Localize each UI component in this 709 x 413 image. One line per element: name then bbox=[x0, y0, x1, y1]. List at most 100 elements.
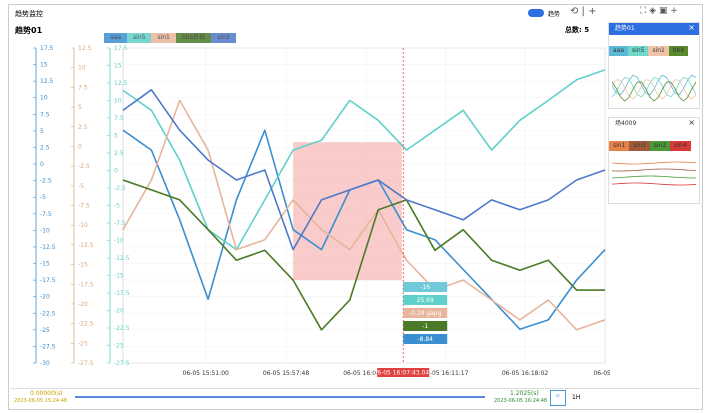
side-card: 场4009 × sin1 sin3 sin2 sin4 bbox=[608, 117, 700, 204]
x-tick-label: 06-05 16:04:36 bbox=[343, 370, 389, 377]
y-tick-label: 7.5 bbox=[40, 111, 50, 118]
legend-item: bbb折线 bbox=[175, 33, 212, 43]
y-tick-label: -20 bbox=[78, 301, 88, 308]
y-tick-label: 0 bbox=[78, 143, 82, 150]
y-tick-label: 12.5 bbox=[78, 45, 92, 52]
panel-icons[interactable]: ⛶ ◈ ▣ + bbox=[640, 6, 678, 16]
legend-item: sin5 bbox=[127, 33, 152, 43]
y-tick-label: 5 bbox=[40, 128, 44, 135]
mini-line bbox=[611, 81, 697, 102]
y-tick-label: -27.5 bbox=[114, 360, 130, 367]
highlight-region bbox=[293, 142, 402, 281]
side-card: 趋势01 × aaa sin5 sin1 bbb bbox=[608, 22, 700, 109]
y-tick-label: -22.5 bbox=[78, 321, 94, 328]
mini-line bbox=[611, 182, 697, 186]
y-tick-label: -10 bbox=[114, 238, 124, 245]
y-tick-label: -17.5 bbox=[78, 281, 94, 288]
tooltip-value: -0.29 gapg bbox=[409, 310, 442, 317]
tooltip-item bbox=[403, 282, 448, 292]
y-tick-label: 12.5 bbox=[40, 78, 54, 85]
y-tick-label: -25 bbox=[40, 327, 50, 334]
tooltip-value: -16 bbox=[420, 284, 430, 291]
chip: sin5 bbox=[628, 46, 649, 56]
start-time: 2023-06-05 15:24:48 bbox=[14, 398, 68, 404]
y-tick-label: -12.5 bbox=[78, 242, 94, 249]
y-tick-label: 2.5 bbox=[78, 124, 88, 131]
mini-chart bbox=[611, 161, 697, 186]
end-value: 1.2025(s) bbox=[510, 390, 539, 397]
y-tick-label: 5 bbox=[78, 104, 82, 111]
mini-line bbox=[611, 76, 697, 98]
tooltip-item bbox=[403, 334, 448, 344]
card-title: 场4009 bbox=[609, 118, 699, 130]
mini-line bbox=[611, 168, 697, 172]
y-tick-label: -5 bbox=[78, 183, 84, 190]
panel-title: 趋势01 bbox=[15, 26, 43, 35]
y-tick-label: 0 bbox=[40, 161, 44, 168]
range-slider[interactable] bbox=[75, 396, 485, 398]
close-icon: × bbox=[688, 118, 695, 127]
range-select[interactable]: 1H bbox=[572, 394, 581, 401]
count: 总数: 5 bbox=[565, 26, 590, 34]
tooltip-item bbox=[403, 295, 448, 305]
footer bbox=[10, 388, 700, 408]
y-tick-label: -15 bbox=[40, 261, 50, 268]
search-button[interactable]: ⌕ bbox=[550, 390, 566, 406]
y-tick-label: -22.5 bbox=[114, 325, 130, 332]
toggle[interactable] bbox=[528, 9, 544, 17]
x-tick-label: 06-05 1 bbox=[593, 370, 610, 377]
y-tick-label: -7.5 bbox=[114, 220, 126, 227]
chip: aaa bbox=[609, 46, 629, 56]
tooltip-value: -8.84 bbox=[417, 336, 433, 343]
y-tick-label: -30 bbox=[40, 360, 50, 367]
y-tick-label: -7.5 bbox=[78, 203, 90, 210]
start-value: 0.00000(s) bbox=[30, 390, 63, 397]
y-tick-label: 10 bbox=[40, 95, 48, 102]
y-tick-label: -17.5 bbox=[40, 277, 56, 284]
tooltip-item bbox=[403, 308, 448, 318]
tooltip-item bbox=[403, 321, 448, 331]
y-tick-label: -2.5 bbox=[114, 185, 126, 192]
close-icon: × bbox=[688, 23, 695, 32]
chart: 17.51512.5107.552.50-2.5-5-7.5-10-12.5-1… bbox=[33, 45, 610, 377]
crosshair-label: 06-05 16:07:43.046 bbox=[373, 370, 433, 377]
chip: sin1 bbox=[648, 46, 669, 56]
y-tick-label: -25 bbox=[78, 340, 88, 347]
y-tick-label: 5 bbox=[114, 133, 118, 140]
y-tick-label: 10 bbox=[114, 98, 122, 105]
tooltip-value: -1 bbox=[422, 323, 428, 330]
y-tick-label: -15 bbox=[78, 262, 88, 269]
series-line bbox=[122, 99, 606, 331]
legend-item: sin1 bbox=[151, 33, 176, 43]
toolbar-icons[interactable]: ⟲ | + bbox=[570, 6, 597, 17]
mini-line bbox=[611, 79, 697, 100]
y-tick-label: -12.5 bbox=[40, 244, 56, 251]
y-tick-label: 17.5 bbox=[40, 45, 54, 52]
x-tick-label: 06-05 16:18:02 bbox=[502, 370, 548, 377]
y-tick-label: -10 bbox=[78, 222, 88, 229]
mini-line bbox=[611, 74, 697, 96]
chip: sin4 bbox=[670, 141, 691, 151]
y-tick-label: 17.5 bbox=[114, 45, 128, 52]
x-tick-label: 06-05 16:11:17 bbox=[422, 370, 468, 377]
y-tick-label: 10 bbox=[78, 65, 86, 72]
y-tick-label: -5 bbox=[40, 194, 46, 201]
y-tick-label: -5 bbox=[114, 203, 120, 210]
toggle-label: 趋势 bbox=[548, 11, 561, 18]
end-time: 2023-06-05 16:24:48 bbox=[494, 398, 548, 404]
y-tick-label: 7.5 bbox=[78, 84, 88, 91]
y-tick-label: -2.5 bbox=[78, 163, 90, 170]
chip: bbb bbox=[668, 46, 689, 56]
y-tick-label: 2.5 bbox=[114, 150, 124, 157]
legend-item: aaa bbox=[104, 33, 128, 43]
legend: aaa sin5 sin1 bbb折线 sin3 bbox=[104, 24, 236, 43]
y-tick-label: -2.5 bbox=[40, 178, 52, 185]
mini-chart bbox=[611, 74, 697, 102]
tooltip-value: 25.69 bbox=[417, 297, 434, 304]
mini-line bbox=[611, 175, 697, 179]
y-tick-label: -17.5 bbox=[114, 290, 130, 297]
mini-line bbox=[611, 161, 697, 165]
x-tick-label: 06-05 15:57:48 bbox=[263, 370, 309, 377]
y-tick-label: 0 bbox=[114, 168, 118, 175]
